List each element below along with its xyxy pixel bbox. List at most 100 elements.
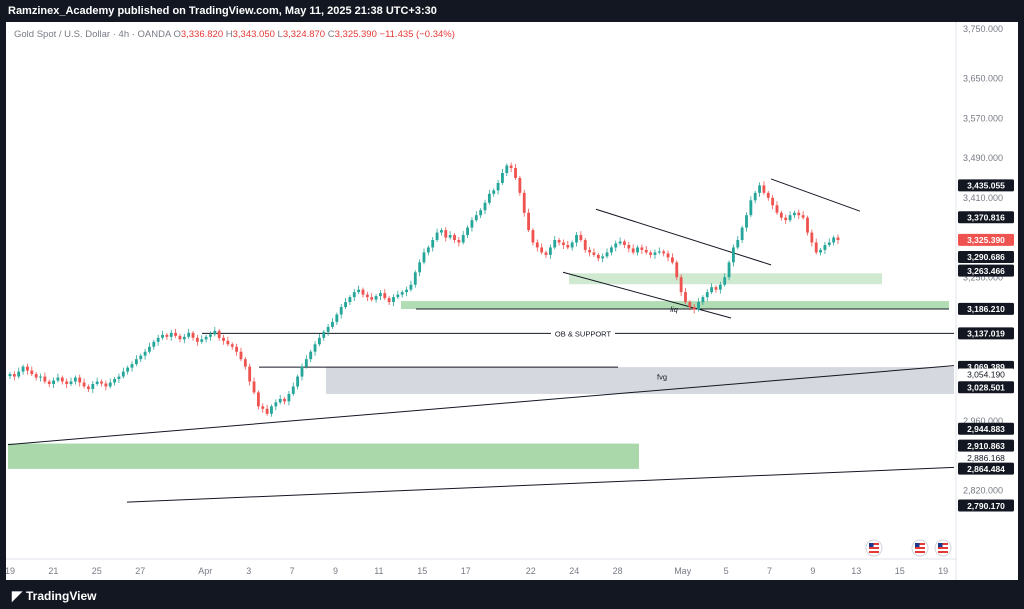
current-price-tag: 3,325.390 xyxy=(967,235,1005,245)
candle-body xyxy=(596,254,600,259)
candle-body xyxy=(827,242,831,245)
candle-body xyxy=(662,251,666,254)
candle-body xyxy=(736,240,740,248)
price-axis-tick-label: 3,250.000 xyxy=(963,272,1003,282)
candle-body xyxy=(461,235,465,243)
candle-body xyxy=(113,379,117,383)
price-level-tag-bg xyxy=(958,381,1014,394)
candle-body xyxy=(95,381,99,384)
candle-body xyxy=(614,243,618,248)
candle-body xyxy=(631,248,635,253)
candle-body xyxy=(256,392,260,407)
candle-body xyxy=(819,249,822,253)
candle-body xyxy=(117,376,121,380)
candle-body xyxy=(21,366,25,372)
candle-body xyxy=(832,237,836,243)
candle-body xyxy=(126,367,130,372)
candle-body xyxy=(644,249,648,253)
candle-body xyxy=(148,346,151,352)
candle-body xyxy=(339,307,343,315)
candle-body xyxy=(697,302,700,310)
candle-body xyxy=(156,337,160,342)
candle-body xyxy=(836,237,840,241)
price-level-tag-faded: 2,886.168 xyxy=(967,453,1005,463)
candle-body xyxy=(440,230,443,233)
candle-body xyxy=(553,240,557,248)
candle-body xyxy=(806,217,809,233)
candle-body xyxy=(426,247,430,253)
chart-panel[interactable]: Gold Spot / U.S. Dollar · 4h · OANDA O3,… xyxy=(6,22,1018,580)
candle-body xyxy=(705,292,709,298)
price-level-tag-bg xyxy=(958,264,1014,277)
price-level-tag: 3,186.210 xyxy=(967,304,1005,314)
fvg-zone xyxy=(326,367,954,394)
flag-stripe xyxy=(915,547,925,549)
candle-body xyxy=(583,240,587,250)
candle-body xyxy=(309,351,313,360)
candle-body xyxy=(387,298,391,303)
channel-upper-line xyxy=(595,208,772,266)
tradingview-logo-icon: ◤ xyxy=(12,588,22,603)
candle-body xyxy=(348,297,352,303)
candle-body xyxy=(548,247,552,255)
time-axis-tick-label: 21 xyxy=(48,566,58,576)
time-axis-tick-label: 11 xyxy=(374,566,383,576)
candle-body xyxy=(370,297,374,300)
candle-body xyxy=(457,240,461,243)
price-level-tag: 2,790.170 xyxy=(967,501,1005,511)
candle-body xyxy=(710,287,714,293)
candle-body xyxy=(331,321,334,327)
candle-body xyxy=(753,192,757,201)
candle-body xyxy=(418,262,422,273)
candle-body xyxy=(479,210,483,216)
candle-body xyxy=(26,366,29,371)
candle-body xyxy=(322,331,326,338)
candle-body xyxy=(601,256,605,259)
candle-body xyxy=(509,165,513,169)
candle-body xyxy=(352,292,356,298)
us-event-flag-icon[interactable] xyxy=(865,539,883,557)
candle-body xyxy=(60,377,64,382)
us-event-flag-icon[interactable] xyxy=(934,539,952,557)
candle-body xyxy=(579,235,583,241)
candle-body xyxy=(187,332,191,337)
candle-body xyxy=(34,374,38,378)
candle-body xyxy=(161,334,164,338)
candle-body xyxy=(535,242,539,248)
price-axis-tick-label: 3,410.000 xyxy=(963,193,1003,203)
candle-body xyxy=(657,251,661,253)
time-axis-tick-label: 22 xyxy=(526,566,536,576)
candle-body xyxy=(466,227,469,236)
price-chart[interactable]: Gold Spot / U.S. Dollar · 4h · OANDA O3,… xyxy=(6,22,1018,580)
candle-body xyxy=(618,241,622,244)
demand-zone-lower xyxy=(401,301,949,310)
candle-body xyxy=(73,377,77,382)
candle-body xyxy=(544,252,548,255)
candle-body xyxy=(718,284,722,290)
candle-body xyxy=(52,380,55,384)
candle-body xyxy=(252,381,256,393)
candle-body xyxy=(313,344,317,352)
tradingview-logo[interactable]: ◤ TradingView xyxy=(12,588,96,604)
candle-body xyxy=(121,371,125,377)
candle-body xyxy=(65,381,69,384)
time-axis-tick-label: Apr xyxy=(198,566,212,576)
price-level-tag: 3,069.389 xyxy=(967,362,1005,372)
candle-body xyxy=(684,292,687,303)
candle-body xyxy=(409,284,413,290)
support-zone-bottom xyxy=(8,443,639,469)
price-level-tag-faded: 3,054.190 xyxy=(967,370,1005,380)
candle-body xyxy=(592,252,596,255)
candle-body xyxy=(383,293,387,299)
candle-body xyxy=(496,182,500,191)
candle-body xyxy=(670,257,674,263)
time-axis-tick-label: May xyxy=(674,566,692,576)
us-event-flag-icon[interactable] xyxy=(911,539,929,557)
candle-body xyxy=(758,185,761,193)
time-axis-tick-label: 9 xyxy=(810,566,815,576)
candle-body xyxy=(775,205,779,213)
published-header: Ramzinex_Academy published on TradingVie… xyxy=(0,0,1024,22)
candle-body xyxy=(405,289,408,293)
candle-body xyxy=(291,386,295,394)
price-level-tag-bg xyxy=(958,327,1014,340)
